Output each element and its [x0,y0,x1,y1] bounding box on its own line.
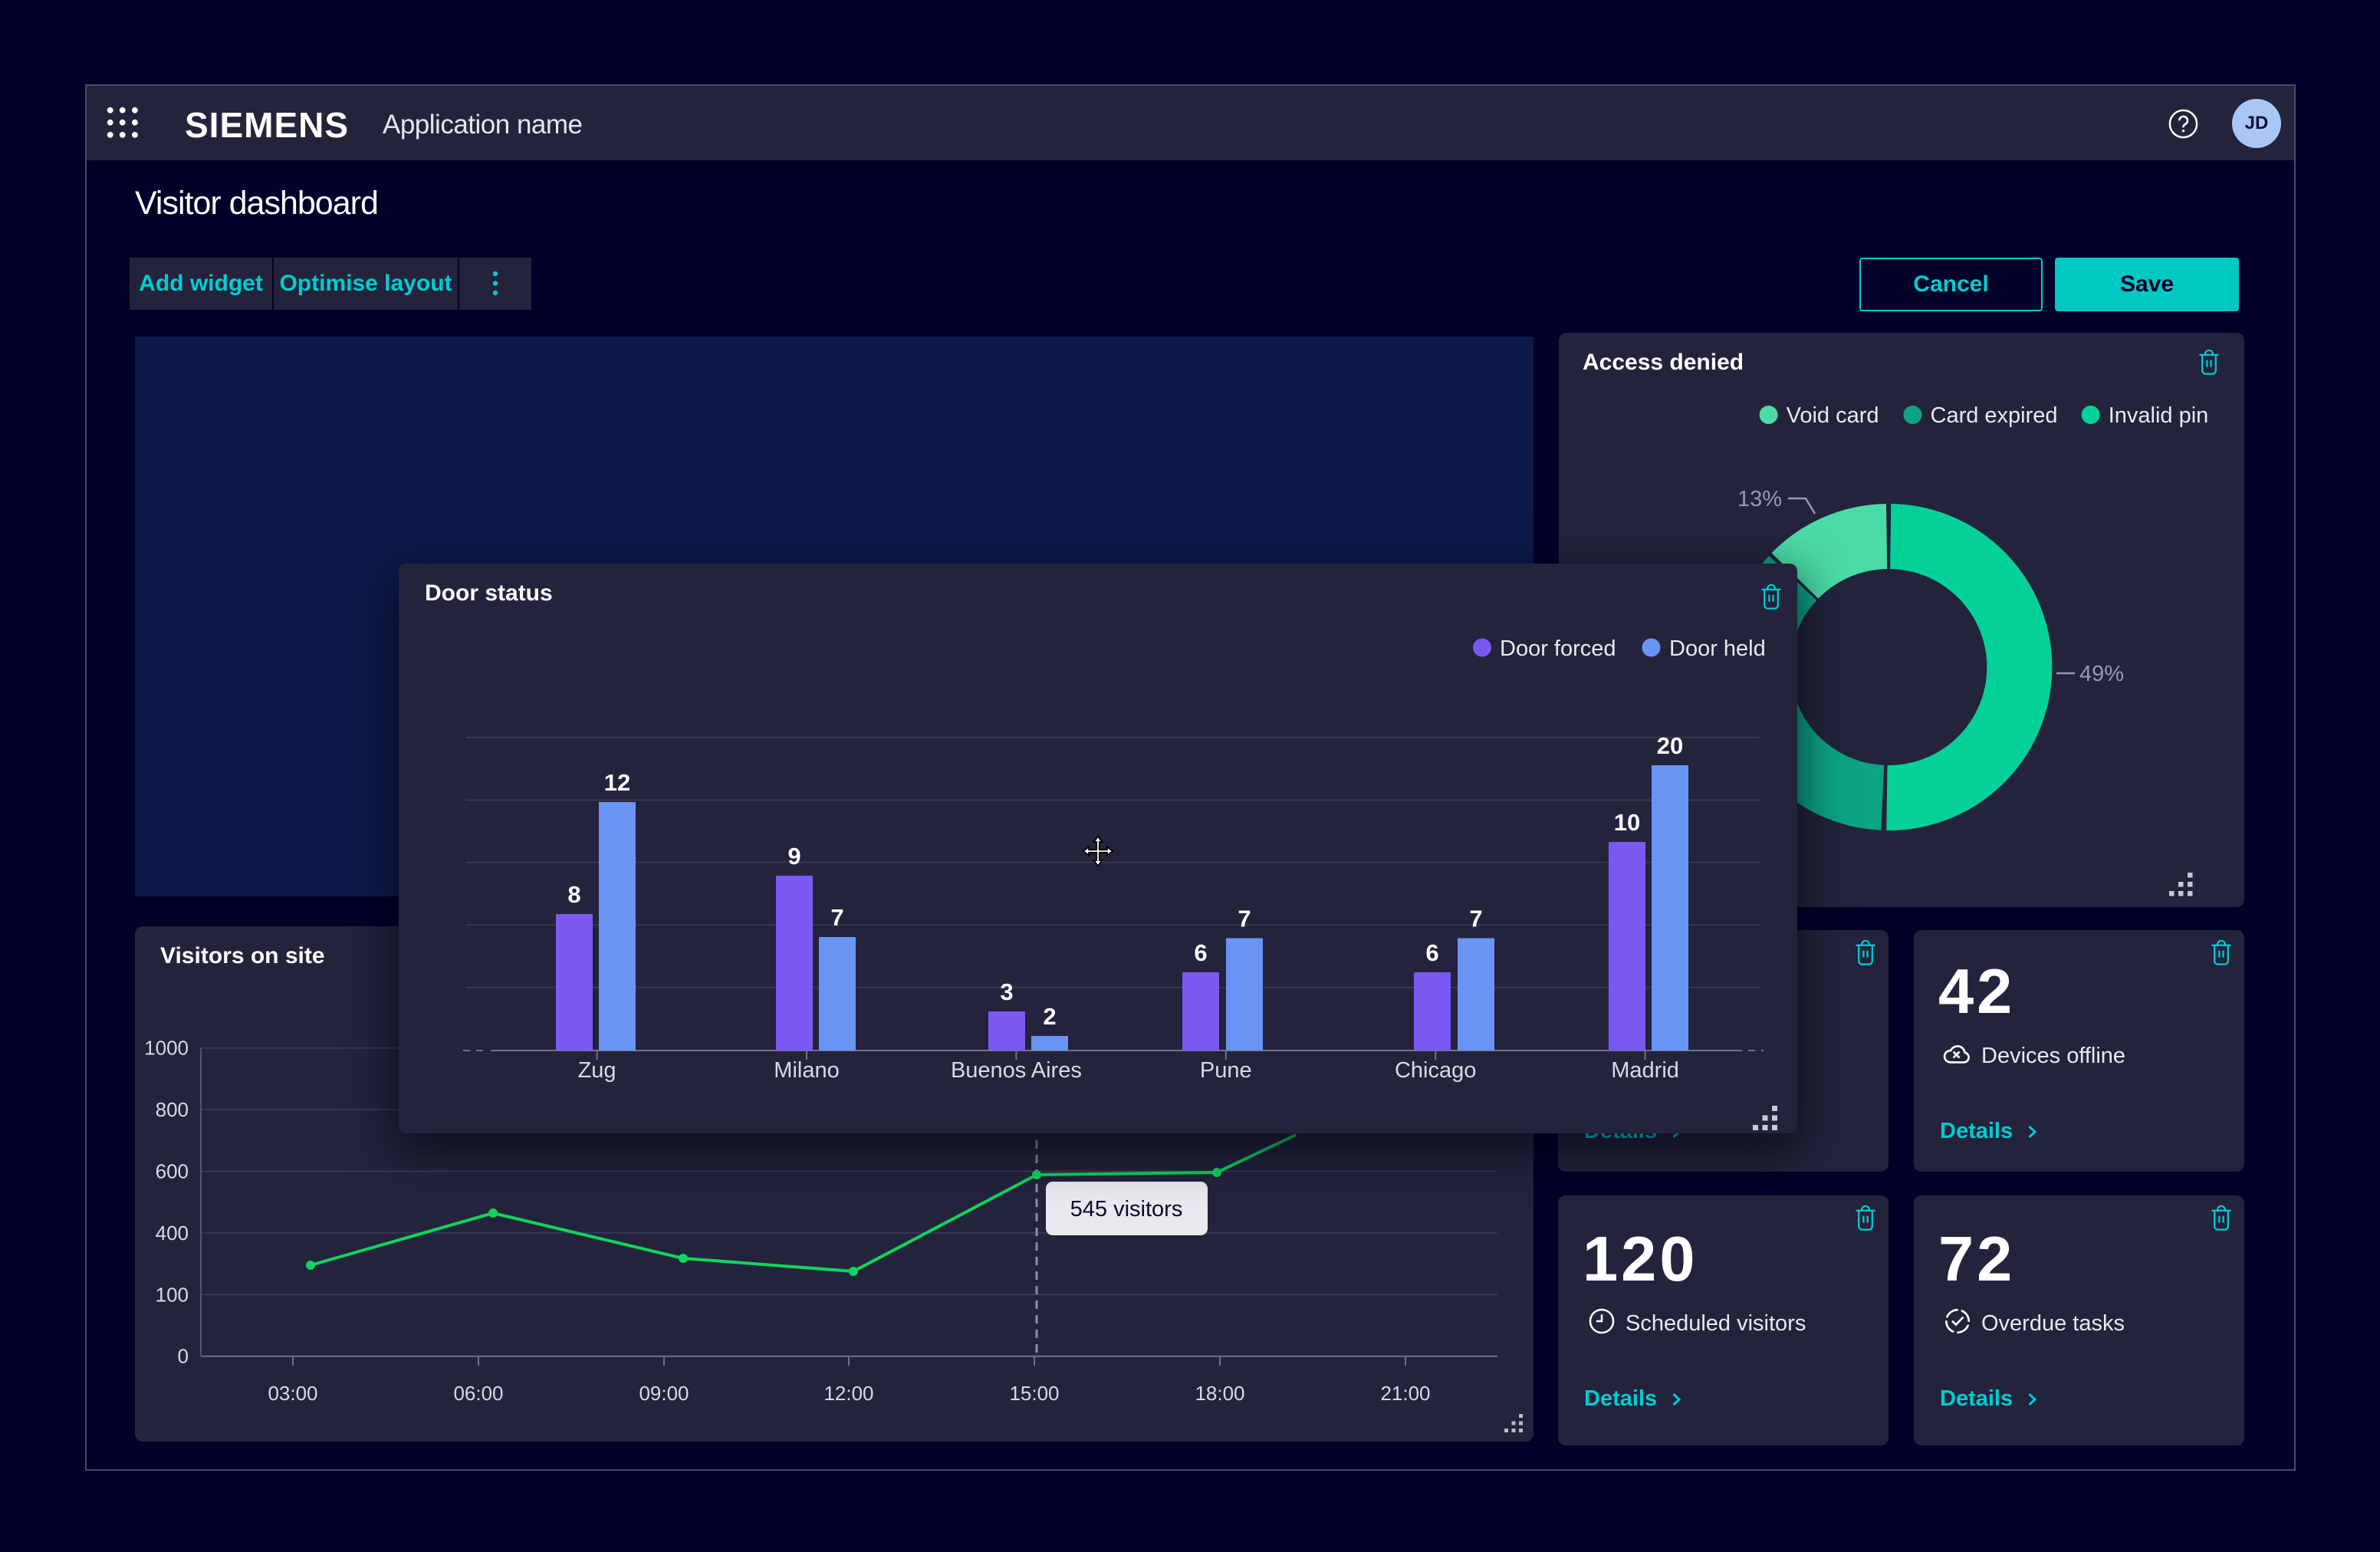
svg-text:7: 7 [1469,906,1482,932]
svg-text:Void card: Void card [1787,403,1879,428]
svg-text:2: 2 [1043,1003,1056,1030]
svg-text:12:00: 12:00 [823,1382,873,1405]
svg-text:Door forced: Door forced [1500,636,1616,661]
svg-text:Chicago: Chicago [1395,1058,1476,1083]
svg-text:545 visitors: 545 visitors [1070,1197,1183,1222]
svg-text:Invalid pin: Invalid pin [2109,403,2209,428]
svg-text:100: 100 [156,1283,189,1306]
svg-text:800: 800 [156,1098,189,1121]
svg-text:3: 3 [1000,978,1013,1005]
svg-text:6: 6 [1425,939,1438,966]
svg-text:Buenos Aires: Buenos Aires [951,1058,1082,1083]
svg-text:7: 7 [1238,906,1251,932]
svg-text:Milano: Milano [774,1058,839,1083]
svg-text:1000: 1000 [144,1037,189,1060]
svg-text:20: 20 [1657,732,1683,759]
svg-text:15:00: 15:00 [1009,1382,1059,1405]
svg-text:6: 6 [1194,939,1207,966]
svg-text:10: 10 [1614,809,1640,836]
svg-text:13%: 13% [1737,487,1782,511]
svg-text:06:00: 06:00 [453,1382,503,1405]
svg-text:Pune: Pune [1200,1058,1252,1083]
svg-text:Card expired: Card expired [1931,403,2058,428]
svg-text:09:00: 09:00 [639,1382,689,1405]
svg-text:18:00: 18:00 [1195,1382,1244,1405]
svg-text:21:00: 21:00 [1380,1382,1430,1405]
svg-text:Zug: Zug [578,1058,616,1083]
svg-text:7: 7 [830,904,843,931]
svg-text:Madrid: Madrid [1611,1058,1679,1083]
svg-text:Door held: Door held [1669,636,1766,661]
svg-text:8: 8 [567,881,580,908]
svg-text:0: 0 [178,1345,189,1368]
svg-text:600: 600 [156,1160,189,1183]
svg-text:03:00: 03:00 [268,1382,317,1405]
svg-text:49%: 49% [2079,662,2124,686]
svg-text:400: 400 [156,1222,189,1245]
svg-text:12: 12 [604,769,630,796]
svg-text:9: 9 [787,843,800,870]
